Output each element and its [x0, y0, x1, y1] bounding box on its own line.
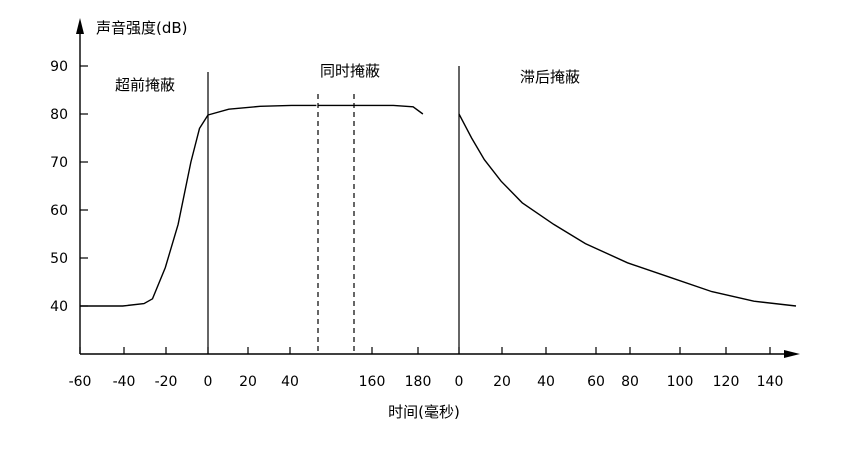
x-tick-label: 0 [455, 374, 464, 390]
x-tick-label: 40 [537, 374, 555, 390]
y-tick-label: 60 [50, 203, 68, 219]
x-tick-label: -40 [113, 374, 136, 390]
dividers [207, 66, 460, 354]
y-axis-arrow [76, 18, 84, 34]
y-axis-label: 声音强度(dB) [96, 19, 188, 37]
x-tick-label: 120 [713, 374, 740, 390]
x-tick-label: 160 [359, 374, 386, 390]
curve-simultaneous-a [207, 104, 317, 116]
y-tick-label: 50 [50, 251, 68, 267]
x-tick-label: 80 [621, 374, 639, 390]
x-tick-label: -60 [69, 374, 92, 390]
x-tick-label: -20 [155, 374, 178, 390]
x-tick-label: 20 [239, 374, 257, 390]
y-tick-label: 70 [50, 155, 68, 171]
curve-post-masking [458, 113, 797, 307]
x-axis-arrow [784, 350, 800, 358]
x-tick-label: 0 [204, 374, 213, 390]
x-tick-label: 180 [405, 374, 432, 390]
y-tick-label: 90 [50, 59, 68, 75]
curve-pre-masking [80, 114, 209, 307]
segment-label: 滞后掩蔽 [520, 68, 580, 86]
curve-simultaneous-b [318, 104, 424, 115]
curves [80, 104, 797, 307]
x-tick-label: 60 [587, 374, 605, 390]
x-tick-label: 40 [281, 374, 299, 390]
x-tick-label: 20 [493, 374, 511, 390]
y-tick-label: 80 [50, 107, 68, 123]
x-tick-label: 100 [667, 374, 694, 390]
labels: 声音强度(dB) 时间(毫秒) 超前掩蔽 同时掩蔽 滞后掩蔽 [96, 19, 580, 421]
y-tick-label: 40 [50, 299, 68, 315]
segment-label: 超前掩蔽 [115, 76, 175, 94]
axes [76, 18, 800, 358]
x-axis-label: 时间(毫秒) [388, 403, 460, 421]
ticks: 40 50 60 70 80 90 -60 -40 -20 0 20 40 160 180 0 20 40 60 8… [50, 59, 783, 390]
segment-label: 同时掩蔽 [320, 62, 380, 80]
x-tick-label: 140 [757, 374, 784, 390]
